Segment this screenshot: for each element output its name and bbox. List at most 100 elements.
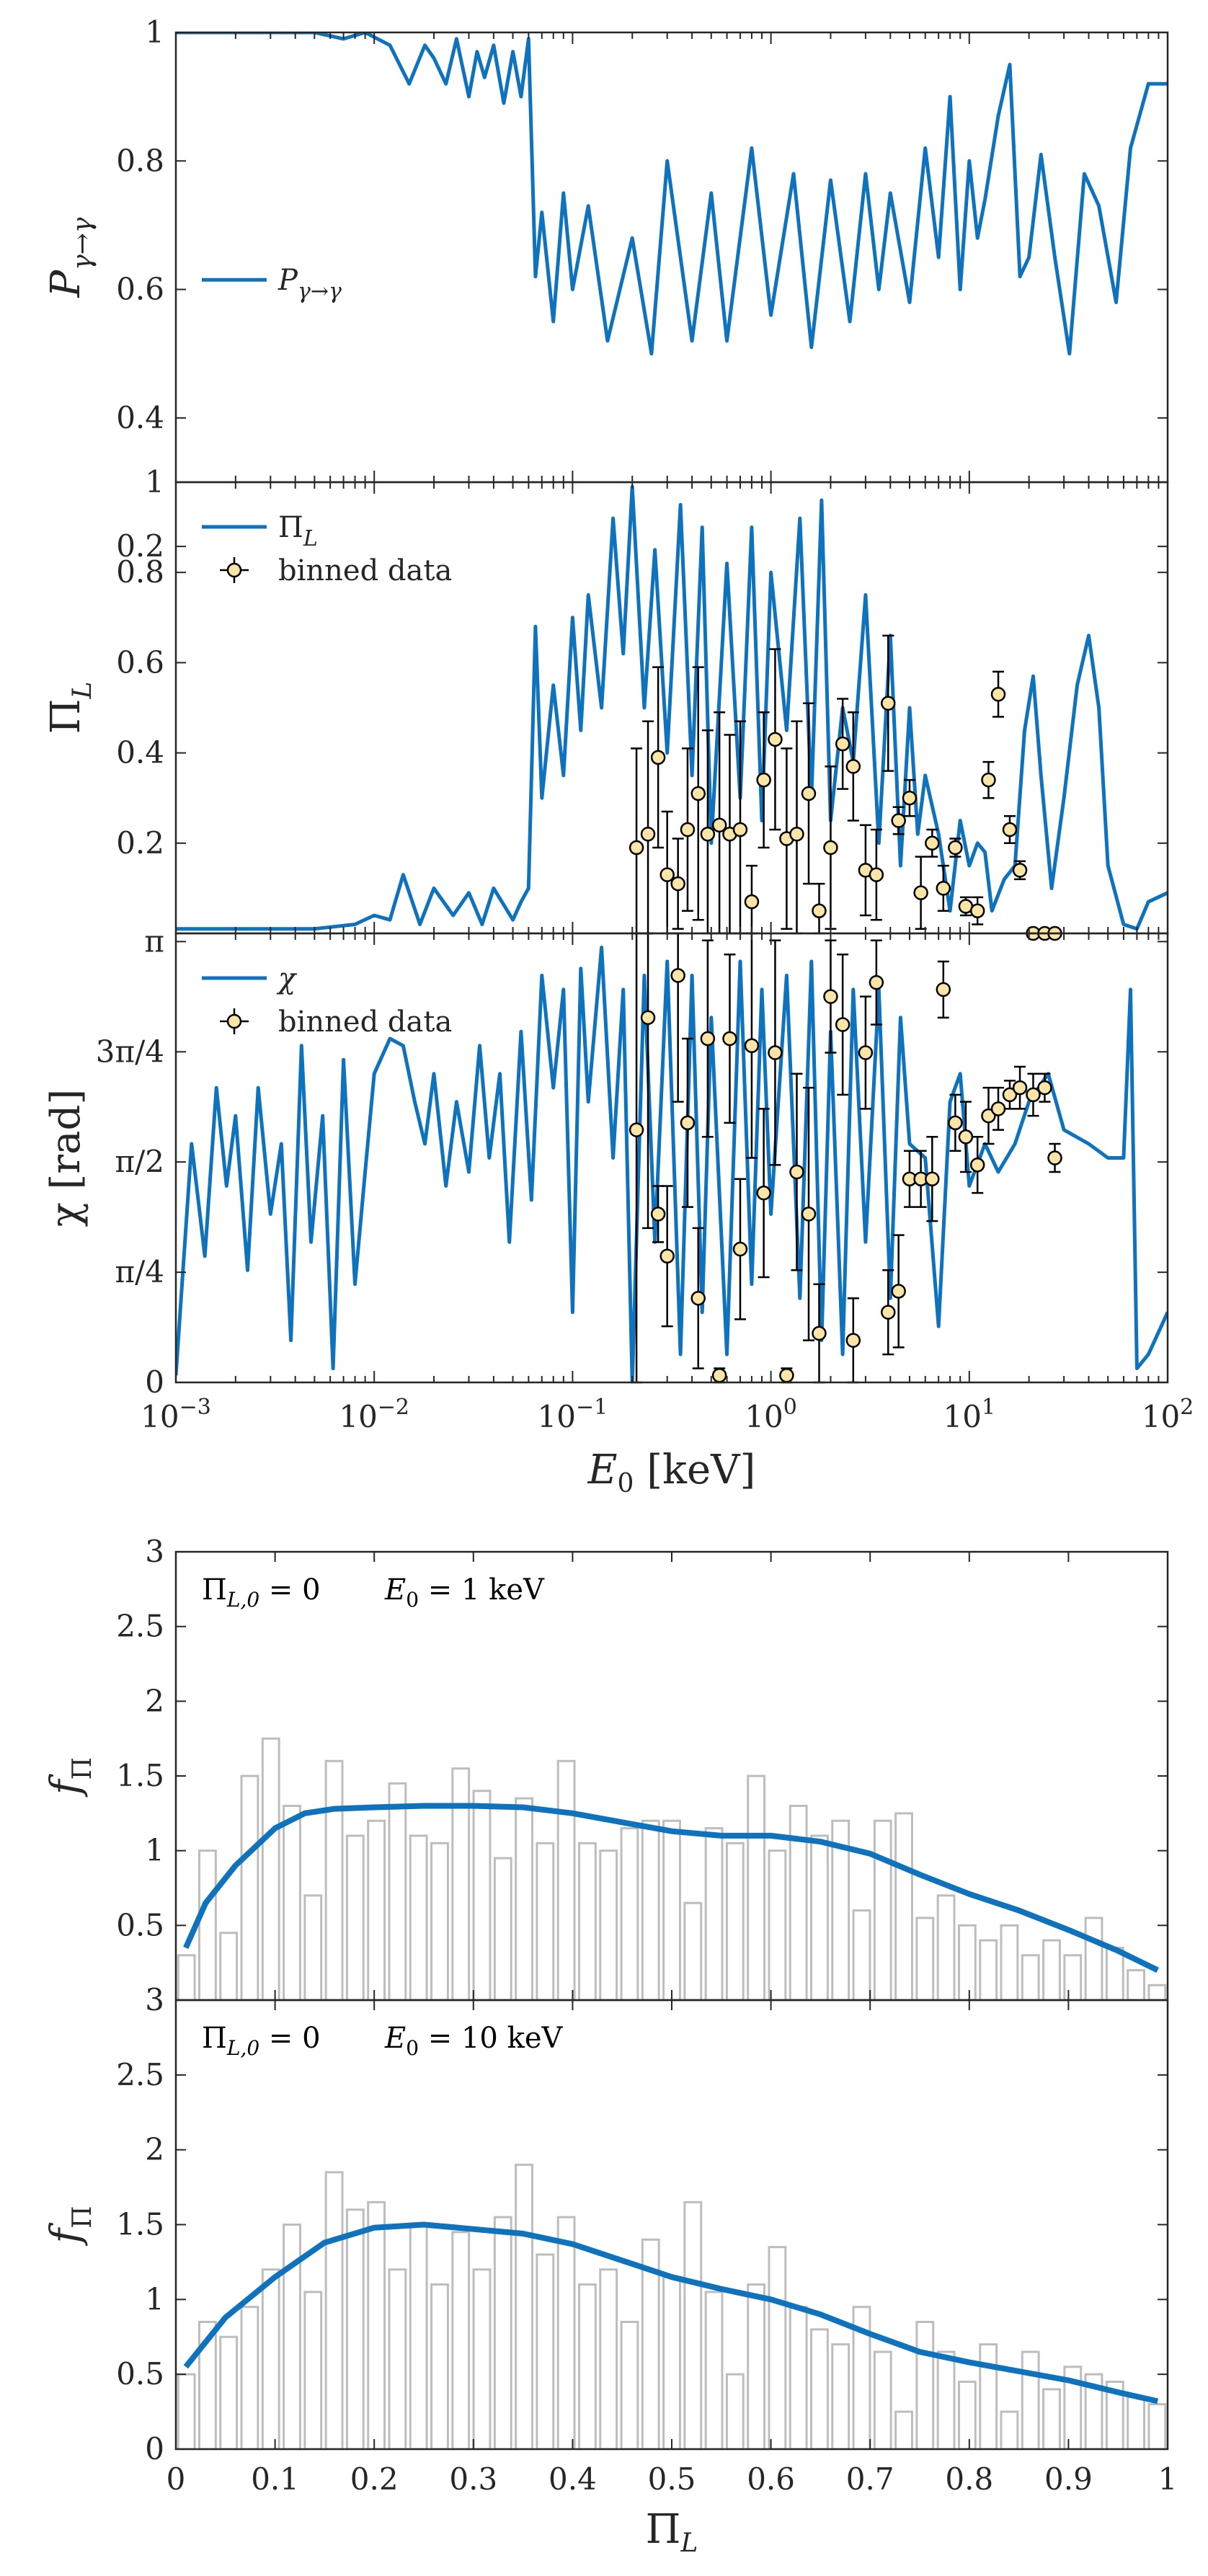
histogram-bar [472,2268,492,2449]
histogram-bar [1042,1939,1061,2000]
legend-label-pi: ΠL [278,511,318,551]
x-tick-label: 102 [1142,1395,1194,1434]
binned-data-point [891,1234,906,1349]
y-tick-label: 0 [145,2431,164,2466]
histogram-bar [283,1804,301,2000]
histogram-bar [620,2320,639,2449]
histogram-bar [345,1834,365,2000]
binned-data-point [981,1086,996,1145]
histogram-bar [515,2163,533,2449]
histogram-bar [747,2283,766,2449]
histogram-bar [556,1759,576,2000]
binned-data-point [936,960,951,1019]
histogram-bar [430,1842,449,2000]
binned-data-point [670,838,685,930]
binned-data-point [789,1072,804,1271]
histogram-bar [1042,2388,1061,2449]
binned-data-point [835,953,851,1096]
binned-data-point [869,828,884,921]
binned-data-point [969,896,985,925]
histogram-bar [704,1827,724,2000]
binned-data-point [779,1367,794,1384]
binned-data-point [845,711,861,822]
panel-histogram-1kev-frame [174,1550,1169,2002]
binned-data-point [640,720,656,935]
y-tick-label: 2 [145,2132,164,2167]
binned-data-point [845,1297,861,1384]
histogram-bar [1021,2350,1040,2449]
y-axis-label-f-pi: fΠ [43,1757,97,1798]
histogram-bar [789,2306,808,2449]
binned-data-point [812,882,827,935]
histogram-bar [936,1894,956,2000]
histogram-bar [915,2320,935,2449]
binned-data-point [969,1136,985,1194]
histogram-bar [430,2283,449,2449]
series-line [183,1803,1159,1973]
binned-data-point [925,1136,940,1222]
y-tick-label: 3π/4 [96,1034,164,1069]
histogram-bar [197,1849,217,2000]
y-tick-label: 2.5 [116,2057,164,2092]
histogram-bar [979,1939,998,2000]
x-tick-label: 10−3 [141,1395,211,1434]
histogram-bar [894,2410,913,2449]
histogram-bar [493,1857,512,2000]
histogram-bar [367,2200,386,2449]
legend-photon-survival: Pγ→γ [202,264,342,304]
histogram-bar [177,2373,196,2449]
binned-data-point [948,1093,963,1152]
histogram-bar [388,1782,407,2000]
legend-polarization-degree: ΠL binned data [202,511,452,587]
y-tick-label-bottom: 3 [145,1982,164,2017]
x-tick-label: 100 [745,1395,797,1434]
y-tick-label: 0.5 [116,2356,164,2391]
annotation-e0: E0 = 10 keV [384,2022,564,2060]
histogram-bar [1000,1924,1019,2000]
histogram-bar [1084,2373,1103,2449]
y-tick-label: 0.8 [116,554,164,590]
binned-data-point [1002,1080,1018,1110]
binned-data-point [823,765,838,930]
binned-data-point [690,666,706,921]
binned-data-point [690,1227,706,1369]
histogram-bar [599,2268,618,2449]
y-tick-label: 2 [145,1683,164,1718]
x-axis-label-energy: E0 [keV] [587,1447,756,1498]
histogram-bar [725,2373,745,2449]
histogram-bar [177,1954,196,2000]
histogram-bar [810,2328,829,2449]
binned-data-point [990,670,1006,718]
histogram-bar [409,2224,428,2449]
panel-polarization-angle-frame [174,932,1169,1384]
legend-label-binned-data: binned data [278,554,452,587]
histogram-bar [747,1775,766,2000]
binned-data-point [650,1185,666,1243]
histogram-bar [1000,2410,1019,2449]
binned-data-point [722,953,737,1124]
annotation-pi-l0: ΠL,0 = 0 [202,2022,321,2060]
series-line [183,2221,1159,2404]
binned-data-point [700,939,716,1138]
panel-polarization-angle: 0 π/4 π/2 3π/4 π 10−3 10−2 10−1 100 101 102 χ [rad… [43,923,1194,1498]
series-line [176,32,1168,356]
histogram-bar [556,2216,576,2449]
binned-data-point [680,1037,696,1208]
histogram-bar [936,2350,956,2449]
histogram-bar [388,2268,407,2449]
y-tick-label: π [144,923,164,959]
y-tick-label: 2.5 [116,1609,164,1644]
binned-data-point [925,828,940,858]
histogram-bar [641,1819,660,2000]
annotation-pi-l0: ΠL,0 = 0 [202,1573,321,1612]
histogram-bar [873,1819,892,2000]
histogram-bar [768,2246,787,2449]
panel-polarization-degree: 0.2 0.4 0.6 0.8 1 ΠL ΠL binned data [43,464,1169,941]
panel-histogram-10kev-frame [174,1999,1169,2451]
x-tick-label: 10−2 [339,1395,409,1434]
x-tick-label: 0.1 [251,2461,299,2497]
y-tick-label: 1.5 [116,2207,164,2242]
histogram-bar [704,2291,724,2449]
histogram-bar [768,1849,787,2000]
